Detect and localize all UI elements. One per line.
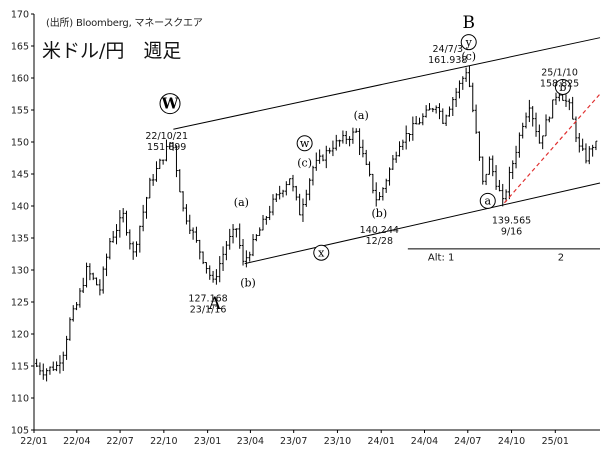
channel-trendline — [244, 182, 601, 265]
x-tick-label: 25/01 — [542, 436, 569, 447]
y-tick-label: 145 — [11, 170, 29, 181]
y-tick-label: 170 — [11, 10, 29, 21]
wave-label-circle — [159, 93, 181, 115]
dashed-trendline — [503, 93, 601, 204]
wave-label: W — [161, 95, 180, 113]
wave-label: (b) — [371, 207, 387, 220]
y-tick-label: 115 — [11, 362, 29, 373]
price-annotation: 151.899 — [147, 142, 186, 153]
wave-label-circle — [554, 78, 571, 95]
x-tick-label: 22/01 — [20, 436, 47, 447]
y-tick-label: 130 — [11, 266, 29, 277]
wave-label: (a) — [354, 109, 369, 122]
wave-label: B — [462, 13, 475, 33]
alt-label: 2 — [558, 252, 564, 263]
price-annotation: 158.825 — [540, 78, 579, 89]
price-annotation: 23/1/16 — [190, 304, 227, 315]
x-tick-label: 23/04 — [237, 436, 264, 447]
y-tick-label: 120 — [11, 330, 29, 341]
x-tick-label: 24/07 — [454, 436, 481, 447]
y-tick-label: 155 — [11, 106, 29, 117]
wave-label: (c) — [461, 50, 476, 63]
price-annotation: 161.938 — [428, 55, 467, 66]
price-annotation: 25/1/10 — [541, 67, 578, 78]
x-tick-label: 22/10 — [150, 436, 177, 447]
y-tick-label: 140 — [11, 202, 29, 213]
wave-label: w — [300, 137, 310, 150]
price-annotation: 140.244 — [360, 225, 399, 236]
wave-label: y — [465, 36, 473, 49]
wave-label: x — [318, 247, 325, 260]
trendlines-group — [173, 37, 601, 265]
chart-title: 米ドル/円 週足 — [42, 40, 182, 62]
wave-label-circle — [296, 135, 313, 152]
wave-label: (c) — [297, 156, 312, 169]
wave-label: (b) — [240, 277, 256, 290]
y-tick-label: 110 — [11, 394, 29, 405]
x-tick-label: 24/04 — [411, 436, 438, 447]
price-annotation: 9/16 — [501, 226, 522, 237]
x-tick-label: 22/04 — [63, 436, 90, 447]
price-annotation: 139.565 — [492, 215, 531, 226]
price-annotation: 12/28 — [366, 236, 393, 247]
y-tick-label: 125 — [11, 298, 29, 309]
x-tick-label: 23/01 — [194, 436, 221, 447]
y-tick-label: 135 — [11, 234, 29, 245]
source-note: (出所) Bloomberg, マネースクエア — [46, 18, 203, 29]
x-tick-label: 24/01 — [368, 436, 395, 447]
wave-label-circle — [460, 34, 477, 51]
x-tick-label: 23/10 — [324, 436, 351, 447]
y-tick-label: 150 — [11, 138, 29, 149]
x-tick-label: 24/10 — [498, 436, 525, 447]
axes-group: 105 110 115 120 125 130 135 140 145 150 155 160 165 1… — [11, 10, 600, 447]
y-tick-label: 160 — [11, 74, 29, 85]
wave-label: b — [559, 81, 566, 94]
labels-group: WA(a)(b)w(c)x(a)(b)By(c)ab22/10/21151.89… — [145, 13, 579, 315]
channel-trendline — [173, 37, 601, 130]
wave-label: (a) — [234, 196, 249, 209]
wave-label-circle — [479, 192, 496, 209]
y-tick-label: 105 — [11, 426, 29, 437]
y-tick-label: 165 — [11, 42, 29, 53]
alt-label: Alt: 1 — [428, 252, 454, 263]
x-tick-label: 23/07 — [280, 436, 307, 447]
wave-label: a — [484, 195, 491, 208]
x-tick-label: 22/07 — [106, 436, 133, 447]
wave-label-circle — [313, 244, 330, 261]
wave-label: A — [208, 294, 222, 314]
price-annotation: 24/7/3 — [433, 44, 464, 55]
candles-group — [35, 65, 598, 382]
price-annotation: 22/10/21 — [145, 131, 188, 142]
price-annotation: 127.168 — [188, 293, 227, 304]
